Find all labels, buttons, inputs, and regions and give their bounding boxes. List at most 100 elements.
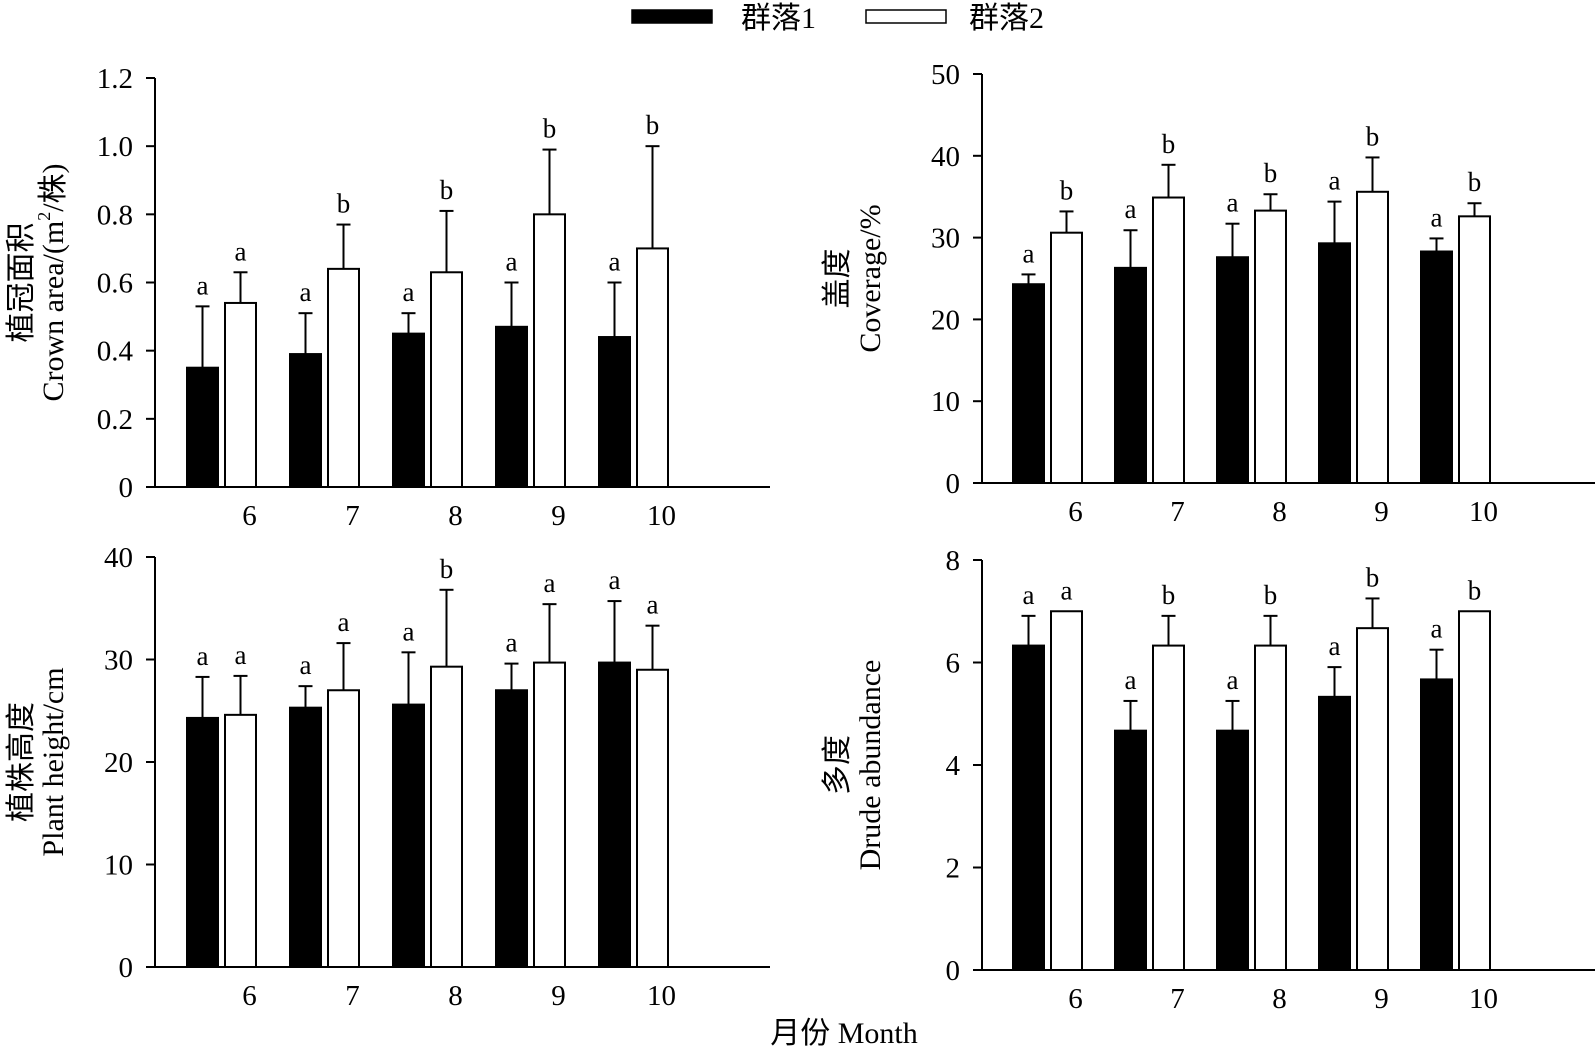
x-tick-label: 9 bbox=[551, 500, 566, 532]
y-tick-label: 0.8 bbox=[97, 199, 133, 231]
y-axis-title-en: Coverage/% bbox=[854, 204, 887, 352]
bar-series-2 bbox=[1356, 627, 1389, 971]
significance-label: a bbox=[609, 565, 621, 595]
significance-label: b bbox=[1366, 121, 1380, 151]
significance-label: b bbox=[1060, 175, 1074, 205]
bar-series-2 bbox=[636, 247, 669, 488]
bar-series-2 bbox=[1458, 215, 1491, 484]
x-tick-label: 6 bbox=[1068, 496, 1083, 528]
legend-label-series-2: 群落2 bbox=[969, 2, 1044, 35]
significance-label: a bbox=[1329, 166, 1341, 196]
y-axis-title-cn: 盖度 bbox=[821, 249, 854, 309]
y-tick-label: 20 bbox=[104, 747, 133, 779]
x-tick-label: 8 bbox=[1272, 983, 1287, 1015]
significance-label: a bbox=[300, 650, 312, 680]
bar-series-1 bbox=[1420, 250, 1453, 484]
significance-label: a bbox=[506, 628, 518, 658]
y-tick-label: 2 bbox=[946, 853, 961, 885]
significance-label: a bbox=[300, 277, 312, 307]
bar-series-1 bbox=[495, 325, 528, 488]
bar-series-2 bbox=[430, 665, 463, 968]
legend-swatch-series-2 bbox=[865, 9, 947, 24]
significance-label: b bbox=[646, 110, 660, 140]
significance-label: a bbox=[647, 590, 659, 620]
bar-series-1 bbox=[392, 332, 425, 488]
y-tick-label: 10 bbox=[104, 850, 133, 882]
x-tick-label: 10 bbox=[1469, 496, 1498, 528]
y-tick-label: 10 bbox=[931, 386, 960, 418]
x-tick-label: 8 bbox=[448, 980, 463, 1012]
x-tick-label: 10 bbox=[647, 980, 676, 1012]
bar-series-2 bbox=[533, 213, 566, 488]
significance-label: b bbox=[1264, 580, 1278, 610]
significance-label: a bbox=[403, 277, 415, 307]
bar-series-1 bbox=[1114, 729, 1147, 971]
significance-label: a bbox=[235, 236, 247, 266]
bar-series-1 bbox=[1216, 729, 1249, 971]
y-axis-title-cn: 植株高度 bbox=[5, 702, 38, 822]
y-tick-label: 1.0 bbox=[97, 131, 133, 163]
bar-series-1 bbox=[289, 706, 322, 968]
x-tick-label: 7 bbox=[1170, 983, 1185, 1015]
significance-label: b bbox=[1162, 129, 1176, 159]
bar-series-1 bbox=[1114, 266, 1147, 484]
x-tick-label: 8 bbox=[448, 500, 463, 532]
significance-label: a bbox=[1125, 665, 1137, 695]
bar-series-2 bbox=[1458, 610, 1491, 971]
y-tick-label: 20 bbox=[931, 304, 960, 336]
significance-label: a bbox=[1023, 238, 1035, 268]
bar-series-2 bbox=[327, 689, 360, 968]
legend: 群落1 群落2 bbox=[631, 2, 1044, 35]
bar-series-2 bbox=[327, 267, 360, 488]
x-tick-label: 9 bbox=[551, 980, 566, 1012]
bar-series-2 bbox=[636, 668, 669, 968]
significance-label: b bbox=[1162, 580, 1176, 610]
y-tick-label: 0.2 bbox=[97, 404, 133, 436]
x-tick-label: 7 bbox=[345, 500, 360, 532]
y-tick-label: 0 bbox=[119, 952, 134, 984]
bar-series-1 bbox=[598, 661, 631, 968]
y-axis-title-cn: 多度 bbox=[821, 735, 854, 795]
bar-series-2 bbox=[1254, 644, 1287, 972]
bar-series-2 bbox=[224, 301, 257, 489]
significance-label: b bbox=[1468, 167, 1482, 197]
bar-series-2 bbox=[533, 661, 566, 968]
y-tick-label: 8 bbox=[946, 545, 961, 577]
y-tick-label: 1.2 bbox=[97, 63, 133, 95]
significance-label: b bbox=[1468, 575, 1482, 605]
bar-series-1 bbox=[186, 366, 219, 489]
bar-series-2 bbox=[1152, 196, 1185, 484]
y-axis-title-en: Crown area/(m2/株) bbox=[34, 163, 70, 401]
y-tick-label: 30 bbox=[931, 223, 960, 255]
y-tick-label: 40 bbox=[104, 542, 133, 574]
significance-label: b bbox=[440, 554, 454, 584]
legend-label-series-1: 群落1 bbox=[741, 2, 816, 35]
significance-label: b bbox=[543, 114, 557, 144]
x-tick-label: 10 bbox=[1469, 983, 1498, 1015]
significance-label: b bbox=[337, 189, 351, 219]
bar-series-2 bbox=[1356, 190, 1389, 485]
significance-label: b bbox=[1264, 158, 1278, 188]
significance-label: b bbox=[1366, 562, 1380, 592]
x-tick-label: 6 bbox=[242, 980, 257, 1012]
significance-label: a bbox=[544, 568, 556, 598]
significance-label: a bbox=[609, 247, 621, 277]
y-tick-label: 0 bbox=[946, 955, 961, 987]
significance-label: a bbox=[197, 641, 209, 671]
y-tick-label: 0.4 bbox=[97, 336, 134, 368]
bar-series-2 bbox=[1152, 644, 1185, 972]
significance-label: a bbox=[1431, 614, 1443, 644]
bar-series-1 bbox=[1012, 283, 1045, 485]
y-tick-label: 0 bbox=[946, 468, 961, 500]
bar-series-2 bbox=[1254, 209, 1287, 485]
significance-label: a bbox=[1227, 665, 1239, 695]
y-tick-label: 4 bbox=[946, 750, 961, 782]
significance-label: a bbox=[235, 640, 247, 670]
x-tick-label: 6 bbox=[242, 500, 257, 532]
x-tick-label: 8 bbox=[1272, 496, 1287, 528]
significance-label: a bbox=[338, 607, 350, 637]
bar-series-1 bbox=[1012, 644, 1045, 972]
bar-series-2 bbox=[430, 271, 463, 488]
bar-series-2 bbox=[224, 713, 257, 968]
